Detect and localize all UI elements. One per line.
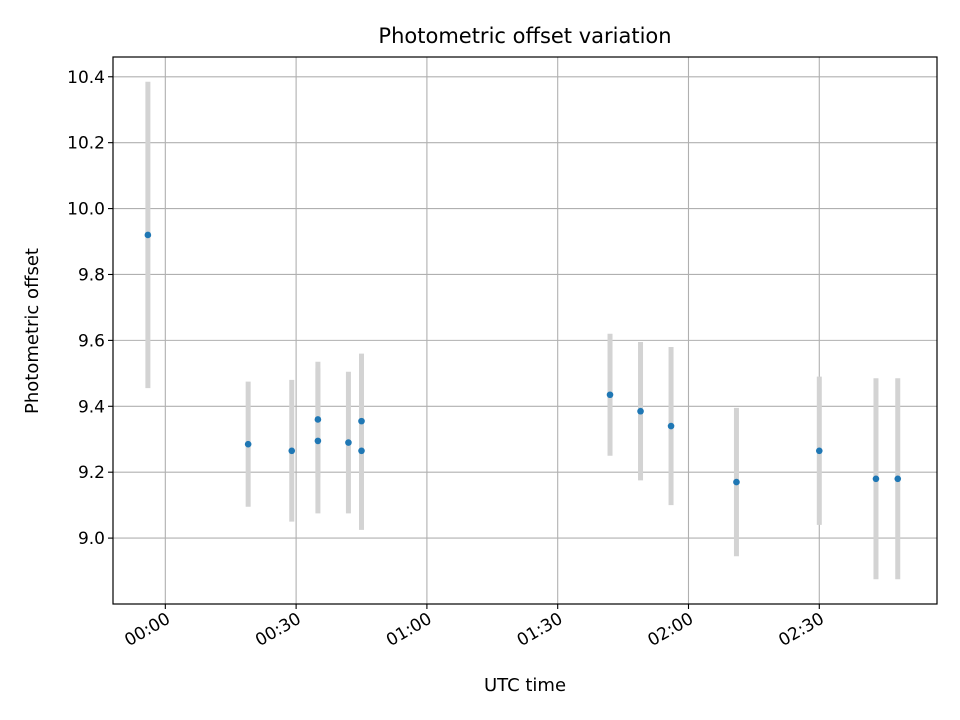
data-point <box>606 391 614 399</box>
data-point <box>358 447 365 455</box>
data-point <box>815 447 823 455</box>
data-points <box>144 231 902 486</box>
data-point <box>288 447 296 455</box>
data-point <box>637 407 644 415</box>
y-tick-label: 9.8 <box>78 265 105 285</box>
data-point <box>144 231 152 239</box>
chart-title: Photometric offset variation <box>378 24 671 48</box>
data-point <box>872 475 880 483</box>
y-axis-ticks: 9.0 9.2 9.4 9.6 9.8 10.0 10.2 10.4 <box>67 68 113 549</box>
y-tick-label: 9.2 <box>78 463 105 483</box>
y-tick-label: 10.4 <box>67 68 105 88</box>
data-point <box>358 417 365 425</box>
data-point <box>894 475 902 483</box>
x-axis-label: UTC time <box>484 675 566 696</box>
y-tick-label: 9.6 <box>78 331 105 351</box>
data-point <box>667 422 675 430</box>
data-point <box>314 437 322 445</box>
plot-area-frame <box>112 56 938 605</box>
data-point <box>314 416 322 423</box>
y-tick-label: 10.0 <box>67 200 105 220</box>
y-tick-label: 10.2 <box>67 134 105 154</box>
y-tick-label: 9.0 <box>78 529 105 549</box>
data-point <box>733 478 740 486</box>
y-axis-label: Photometric offset <box>22 248 43 414</box>
y-tick-label: 9.4 <box>78 397 105 417</box>
data-point <box>345 439 352 446</box>
data-point <box>244 440 252 448</box>
